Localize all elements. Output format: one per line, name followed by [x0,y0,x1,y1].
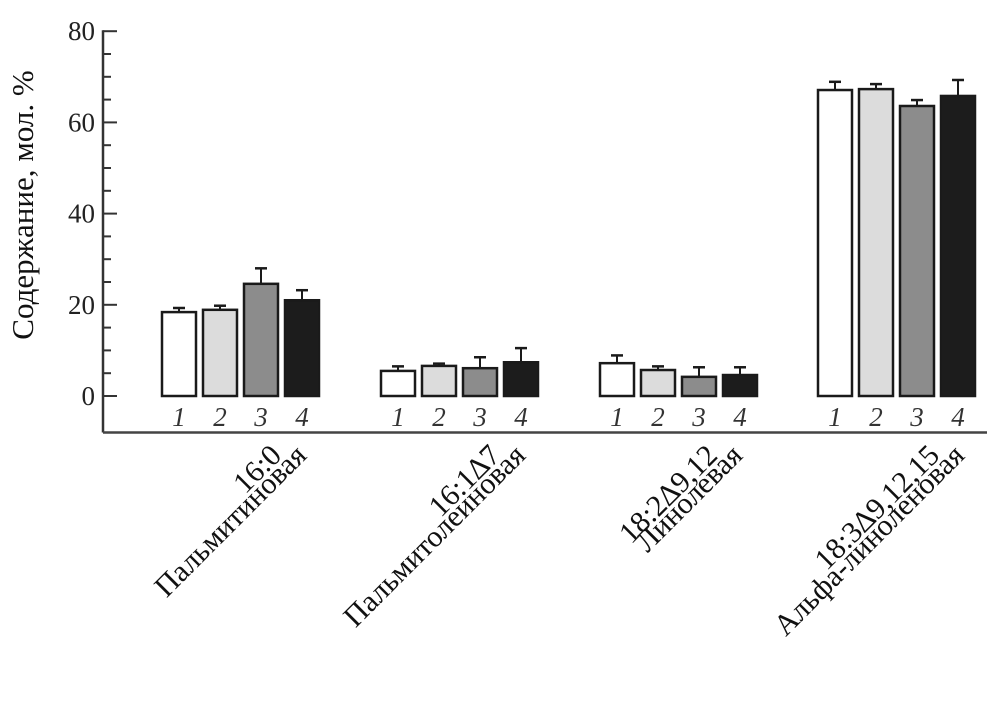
bar [939,94,977,398]
bar [242,282,280,398]
bar-number-label: 3 [691,402,706,432]
bar-number-label: 1 [828,402,842,432]
bar [598,361,636,398]
bar-number-label: 3 [253,402,268,432]
bar-number-label: 2 [213,402,227,432]
bars [160,78,977,398]
bar [680,375,718,398]
bar [461,366,499,398]
bar-number-label: 2 [869,402,883,432]
bar-number-label: 1 [391,402,405,432]
y-tick-label: 40 [68,199,95,229]
bar [502,361,540,398]
bar-number-label: 4 [951,402,965,432]
bar-number-label: 4 [733,402,747,432]
bar-number-label: 1 [610,402,624,432]
bar [816,88,854,398]
bar-number-label: 4 [295,402,309,432]
bar-number-label: 3 [909,402,924,432]
category-label-name: Альфа-линоленовая [767,438,971,642]
bar [201,308,239,398]
bar [639,368,677,398]
y-tick-label: 60 [68,107,95,137]
bar [283,298,321,398]
bar-number-label: 4 [514,402,528,432]
bar-number-label: 3 [472,402,487,432]
bar [420,364,458,398]
bar [721,373,759,398]
axes: 0 20 40 60 80 Содержание, мол. % [5,16,987,434]
bar [898,104,936,398]
y-axis-title: Содержание, мол. % [5,70,40,339]
bar-number-label: 2 [651,402,665,432]
category-label-name: Пальмитолеиновая [337,438,532,633]
y-tick-label: 0 [82,381,96,411]
y-tick-label: 20 [68,290,95,320]
y-tick-label: 80 [68,16,95,46]
bar-number-label: 1 [172,402,186,432]
bar [857,87,895,398]
bar [160,310,198,398]
bar [379,369,417,398]
bar-number-label: 2 [432,402,446,432]
category-label-name: Пальмитиновая [148,438,313,603]
